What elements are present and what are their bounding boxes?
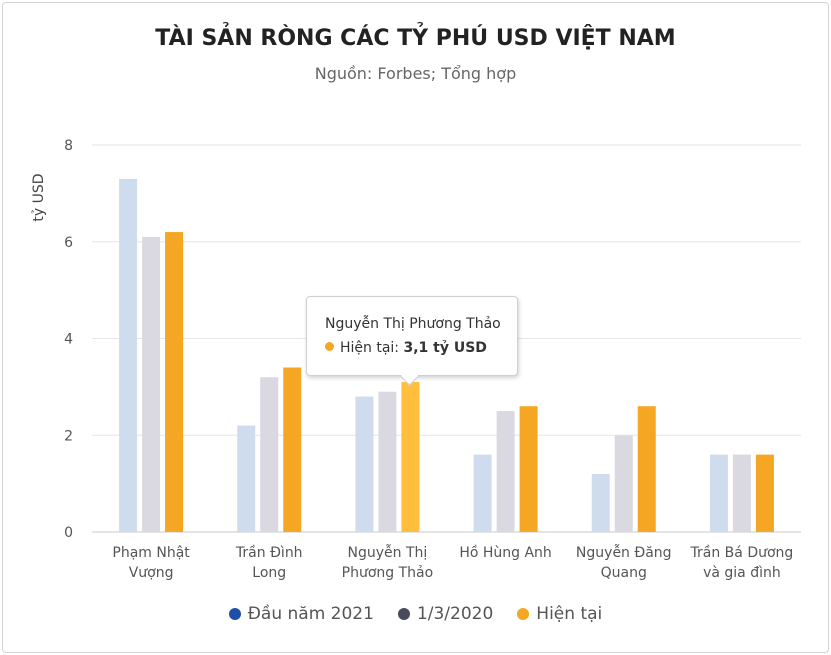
- chart-title: TÀI SẢN RÒNG CÁC TỶ PHÚ USD VIỆT NAM: [155, 26, 676, 51]
- bar: [119, 178, 138, 533]
- legend-label: 1/3/2020: [416, 604, 494, 624]
- bar: [709, 454, 728, 532]
- x-tick-label: Quang: [601, 565, 647, 581]
- bar: [237, 425, 256, 532]
- bar: [165, 232, 184, 532]
- legend-label: Hiện tại: [536, 604, 603, 624]
- tooltip-row: Hiện tại: 3,1 tỷ USD: [325, 340, 487, 356]
- legend-item[interactable]: Hiện tại: [517, 604, 602, 624]
- x-tick-label: Trần Đình: [235, 545, 303, 561]
- bar: [355, 396, 374, 532]
- legend-item[interactable]: Đầu năm 2021: [228, 604, 374, 624]
- legend-label: Đầu năm 2021: [247, 604, 374, 624]
- tooltip-series-dot: [325, 342, 334, 351]
- y-tick-label: 6: [64, 235, 73, 251]
- bar: [591, 473, 610, 532]
- bar: [732, 454, 751, 532]
- tooltip-title: Nguyễn Thị Phương Thảo: [325, 316, 501, 332]
- x-tick-label: Phạm Nhật: [112, 545, 190, 561]
- y-tick-label: 8: [64, 138, 73, 154]
- x-tick-label: Nguyễn Thị: [348, 544, 428, 561]
- bar: [142, 236, 161, 532]
- legend-marker: [228, 608, 241, 620]
- bar: [473, 454, 492, 532]
- bar: [496, 411, 515, 532]
- x-tick-label: và gia đình: [703, 565, 781, 581]
- bar: [401, 382, 420, 532]
- y-axis-label: tỷ USD: [31, 173, 47, 221]
- x-tick-label: Nguyễn Đăng: [576, 544, 672, 561]
- legend-marker: [517, 608, 530, 620]
- x-tick-label: Hồ Hùng Anh: [459, 544, 551, 561]
- chart-tooltip: Nguyễn Thị Phương Thảo Hiện tại: 3,1 tỷ …: [306, 296, 518, 386]
- tooltip-value: 3,1 tỷ USD: [403, 340, 487, 356]
- bar: [755, 454, 774, 532]
- y-tick-label: 0: [64, 525, 73, 541]
- bar: [519, 406, 538, 532]
- bar: [614, 435, 633, 532]
- y-tick-label: 4: [64, 332, 73, 348]
- bar: [637, 406, 656, 532]
- tooltip-label: Hiện tại:: [340, 340, 404, 356]
- x-tick-label: Vượng: [129, 565, 174, 581]
- x-tick-label: Long: [252, 565, 286, 581]
- y-tick-label: 2: [64, 428, 73, 444]
- legend-item[interactable]: 1/3/2020: [397, 604, 494, 624]
- chart-legend: Đầu năm 2021 1/3/2020 Hiện tại: [0, 604, 831, 624]
- bar: [283, 367, 302, 532]
- x-tick-label: Phương Thảo: [342, 565, 434, 581]
- chart-subtitle: Nguồn: Forbes; Tổng hợp: [314, 64, 517, 83]
- legend-marker: [397, 608, 410, 620]
- x-tick-label: Trần Bá Dương: [690, 545, 794, 561]
- bar: [260, 377, 279, 532]
- bar: [378, 391, 397, 532]
